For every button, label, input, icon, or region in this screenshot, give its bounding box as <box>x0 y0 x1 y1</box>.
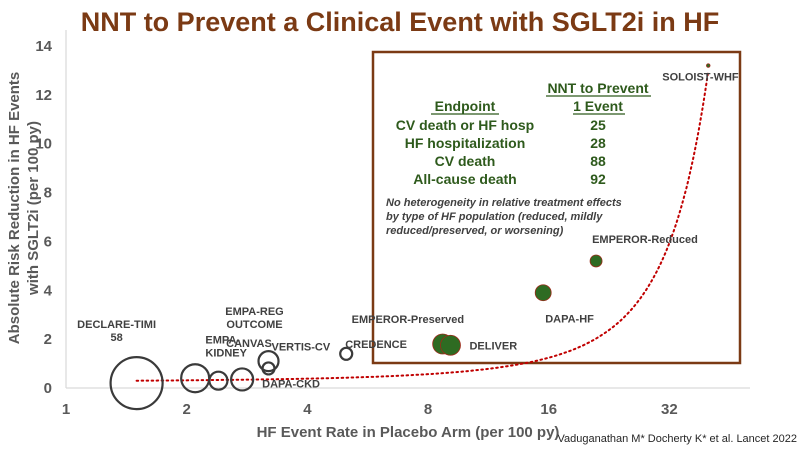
y-tick-label: 10 <box>35 136 52 153</box>
point-label: CANVAS <box>226 338 272 350</box>
y-tick-label: 14 <box>35 38 52 55</box>
citation: Vaduganathan M* Docherty K* et al. Lance… <box>557 433 797 445</box>
table-row-nnt: 88 <box>590 153 606 169</box>
data-point-credence <box>339 346 354 361</box>
data-point-empa-kidney <box>208 370 229 391</box>
point-label: OUTCOME <box>226 319 282 331</box>
note-line: by type of HF population (reduced, mildl… <box>386 211 603 223</box>
y-tick-label: 2 <box>44 331 52 348</box>
table-row-endpoint: CV death <box>435 153 496 169</box>
point-label: EMPEROR-Preserved <box>352 314 465 326</box>
data-point-declare-timi-58 <box>109 356 164 411</box>
data-point-deliver <box>440 334 461 356</box>
trendline <box>135 69 710 382</box>
point-label: DECLARE-TIMI <box>77 319 156 331</box>
point-label: VERTIS-CV <box>272 341 331 353</box>
point-label: KIDNEY <box>205 348 247 360</box>
nnt-table: NNT to Prevent Endpoint 1 Event CV death… <box>386 80 651 237</box>
endpoint-header: Endpoint <box>435 98 496 114</box>
data-point-dapa-ckd <box>230 367 255 392</box>
x-tick-label: 2 <box>183 401 191 418</box>
x-tick-label: 1 <box>62 401 70 418</box>
nnt-header-line2: 1 Event <box>573 98 623 114</box>
x-tick-label: 8 <box>424 401 432 418</box>
table-row-nnt: 25 <box>590 117 606 133</box>
table-row-endpoint: CV death or HF hosp <box>396 117 534 133</box>
y-tick-label: 6 <box>44 233 52 250</box>
x-tick-label: 16 <box>540 401 557 418</box>
table-row-nnt: 92 <box>590 171 606 187</box>
data-point-soloist-whf <box>706 63 711 68</box>
note-line: reduced/preserved, or worsening) <box>386 225 564 237</box>
point-label: SOLOIST-WHF <box>662 72 739 84</box>
x-tick-label: 4 <box>303 401 312 418</box>
x-axis-label: HF Event Rate in Placebo Arm (per 100 py… <box>257 424 560 441</box>
table-row-endpoint: All-cause death <box>413 171 516 187</box>
chart-title: NNT to Prevent a Clinical Event with SGL… <box>81 7 720 37</box>
y-axis-label: Absolute Risk Reduction in HF Events wit… <box>6 72 42 345</box>
y-axis-label-line1: Absolute Risk Reduction in HF Events <box>6 72 23 345</box>
point-label: EMPA-REG <box>225 306 283 318</box>
nnt-header-line1: NNT to Prevent <box>547 80 648 96</box>
x-tick-labels: 1 2 4 8 16 32 <box>62 401 678 418</box>
y-tick-label: 12 <box>35 87 52 104</box>
data-point-dapa-hf <box>534 284 552 302</box>
y-tick-label: 8 <box>44 185 52 202</box>
point-label: DAPA-CKD <box>262 378 320 390</box>
data-point-empa-reg-outcome <box>257 350 280 373</box>
y-tick-label: 0 <box>44 380 52 397</box>
inset-box <box>371 50 742 365</box>
table-row-endpoint: HF hospitalization <box>405 135 526 151</box>
point-label: CREDENCE <box>345 339 407 351</box>
point-label: 58 <box>110 332 122 344</box>
x-tick-label: 32 <box>661 401 678 418</box>
y-axis-label-line2: with SGLT2i (per 100 py) <box>25 121 42 296</box>
y-tick-label: 4 <box>44 282 53 299</box>
data-points <box>109 63 711 411</box>
y-tick-labels: 0 2 4 6 8 10 12 14 <box>35 38 52 397</box>
table-row-nnt: 28 <box>590 135 606 151</box>
data-point-emperor-reduced <box>589 254 603 268</box>
point-label: EMPA- <box>205 335 240 347</box>
data-point-vertis-cv <box>261 361 276 376</box>
point-label: EMPEROR-Reduced <box>592 234 698 246</box>
point-label: DELIVER <box>469 340 517 352</box>
note-line: No heterogeneity in relative treatment e… <box>386 197 622 209</box>
point-label: DAPA-HF <box>545 314 594 326</box>
